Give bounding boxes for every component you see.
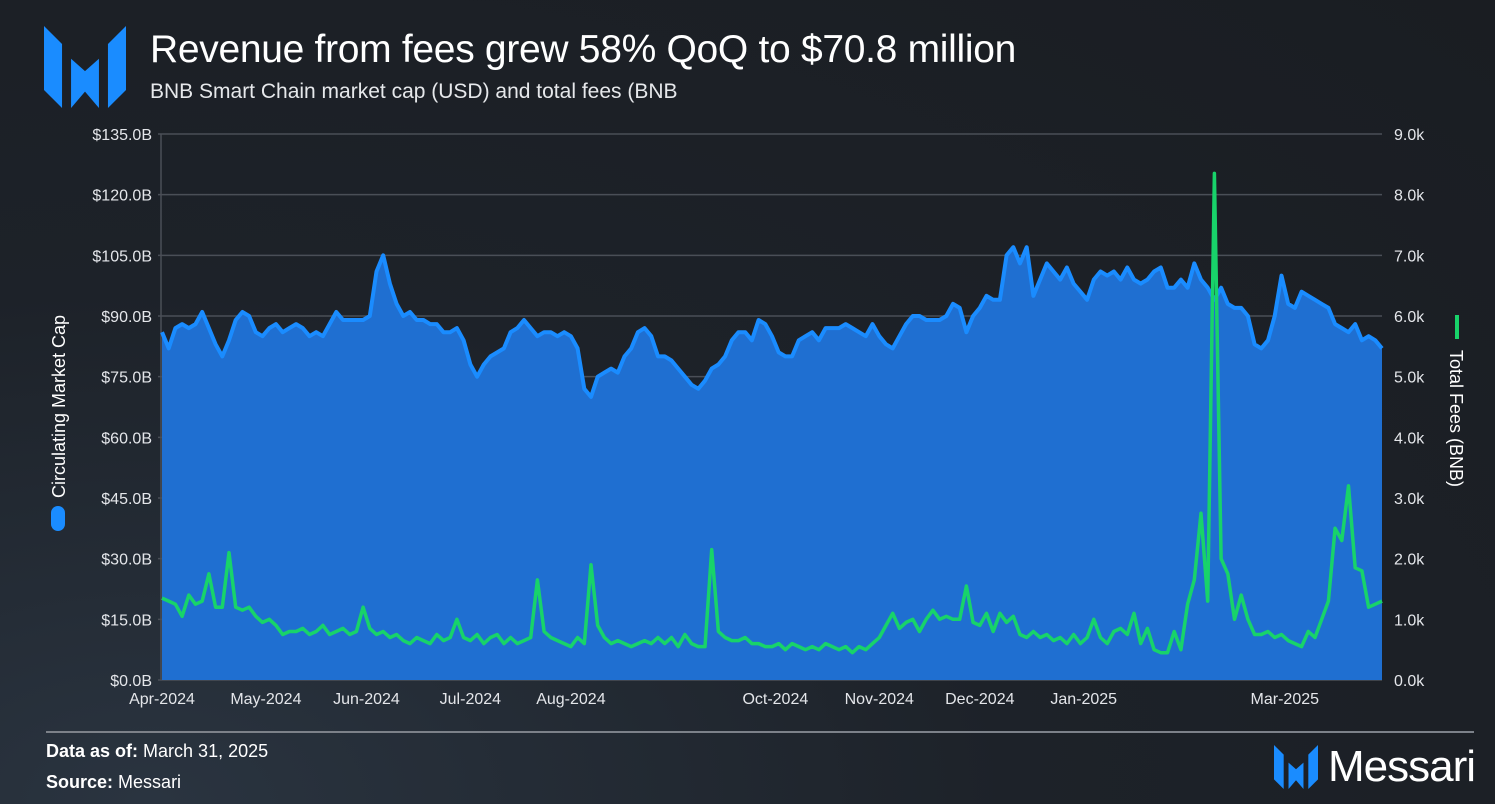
x-tick-label: Oct-2024 — [742, 691, 808, 708]
x-tick-label: Jul-2024 — [440, 691, 501, 708]
left-tick-label: $120.0B — [92, 188, 152, 205]
right-tick-label: 7.0k — [1394, 248, 1425, 265]
x-tick-label: Aug-2024 — [536, 691, 605, 708]
messari-logo-icon — [44, 26, 126, 108]
left-tick-label: $75.0B — [101, 370, 152, 387]
brand: Messari — [1273, 742, 1476, 792]
brand-name: Messari — [1327, 742, 1476, 791]
right-legend: Total Fees (BNB) — [1446, 315, 1466, 487]
left-tick-label: $60.0B — [101, 430, 152, 447]
right-tick-label: 6.0k — [1394, 309, 1425, 326]
x-tick-label: Mar-2025 — [1251, 691, 1320, 708]
chart-subtitle: BNB Smart Chain market cap (USD) and tot… — [150, 80, 678, 103]
source-value: Messari — [118, 772, 182, 792]
messari-brand-icon — [1273, 745, 1318, 789]
source: Source: Messari — [46, 772, 181, 793]
market-cap-area — [162, 247, 1382, 680]
data-as-of-label: Data as of: — [46, 741, 139, 761]
left-tick-label: $105.0B — [92, 248, 152, 265]
x-tick-label: Jun-2024 — [333, 691, 400, 708]
right-tick-label: 4.0k — [1394, 430, 1425, 447]
left-tick-label: $90.0B — [101, 309, 152, 326]
right-tick-label: 2.0k — [1394, 552, 1425, 569]
chart-title: Revenue from fees grew 58% QoQ to $70.8 … — [150, 28, 1017, 71]
left-axis-ticks: $0.0B $15.0B $30.0B $45.0B $60.0B $75.0B $90.0… — [92, 127, 152, 690]
right-tick-label: 1.0k — [1394, 612, 1425, 629]
x-tick-label: May-2024 — [230, 691, 301, 708]
chart: $0.0B $15.0B $30.0B $45.0B $60.0B $75.0B $90.0… — [49, 127, 1466, 708]
fees-line — [161, 171, 1383, 655]
right-axis-ticks: 0.0k 1.0k 2.0k 3.0k 4.0k 5.0k 6.0k 7.0k 8.0k 9.0k — [1394, 127, 1425, 690]
right-tick-label: 8.0k — [1394, 188, 1425, 205]
left-legend: Circulating Market Cap — [49, 315, 69, 531]
data-as-of: Data as of: March 31, 2025 — [46, 741, 268, 762]
right-tick-label: 5.0k — [1394, 370, 1425, 387]
right-tick-label: 0.0k — [1394, 673, 1425, 690]
x-tick-label: Jan-2025 — [1050, 691, 1117, 708]
x-axis-ticks: Apr-2024 May-2024 Jun-2024 Jul-2024 Aug-2024… — [129, 691, 1319, 708]
x-tick-label: Nov-2024 — [845, 691, 914, 708]
market-cap-line — [160, 245, 1384, 399]
footer-divider — [46, 731, 1474, 733]
right-tick-label: 9.0k — [1394, 127, 1425, 144]
fees-legend-swatch — [1455, 315, 1459, 339]
x-tick-label: Apr-2024 — [129, 691, 195, 708]
market-cap-legend-swatch — [51, 506, 65, 531]
right-axis-title: Total Fees (BNB) — [1446, 350, 1466, 487]
data-as-of-value: March 31, 2025 — [143, 741, 269, 761]
left-tick-label: $15.0B — [101, 612, 152, 629]
market-cap-area-layer — [160, 245, 1384, 680]
source-label: Source: — [46, 772, 114, 792]
left-axis-title: Circulating Market Cap — [49, 315, 69, 498]
left-tick-label: $135.0B — [92, 127, 152, 144]
x-tick-label: Dec-2024 — [945, 691, 1014, 708]
right-tick-label: 3.0k — [1394, 491, 1425, 508]
left-tick-label: $30.0B — [101, 552, 152, 569]
left-tick-label: $45.0B — [101, 491, 152, 508]
left-tick-label: $0.0B — [110, 673, 152, 690]
fees-line-layer — [161, 171, 1383, 655]
